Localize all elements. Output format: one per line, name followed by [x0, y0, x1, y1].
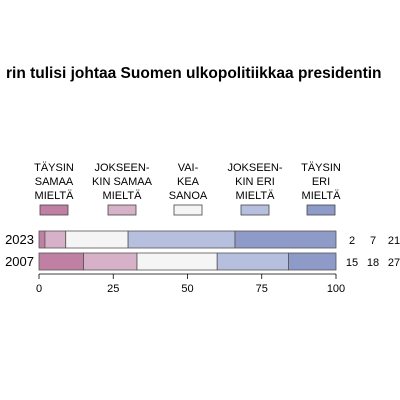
bar-segment — [234, 230, 337, 249]
value-label: 2 — [349, 235, 355, 247]
bars — [38, 230, 337, 271]
legend-swatch — [39, 204, 69, 216]
row-label: 2007 — [5, 254, 34, 269]
bar-segment — [127, 230, 236, 249]
legend-label: JOKSEEN- — [94, 162, 149, 174]
x-tick-label: 75 — [256, 283, 268, 295]
row-label: 2023 — [5, 232, 34, 247]
bar-segment — [83, 252, 138, 271]
legend-label: MIELTÄ — [35, 190, 75, 202]
x-tick-label: 0 — [36, 283, 42, 295]
legend-swatch — [107, 204, 137, 216]
legend-label: KEA — [177, 176, 200, 188]
x-axis: 0 25 50 75 100 — [36, 273, 345, 295]
value-label: 21 — [388, 235, 400, 247]
legend-label: MIELTÄ — [236, 190, 276, 202]
legend-swatch — [240, 204, 270, 216]
legend-label: KIN ERI — [235, 176, 275, 188]
bar-segment — [136, 252, 218, 271]
legend: TÄYSIN SAMAA MIELTÄ JOKSEEN- KIN SAMAA MIELTÄ… — [34, 162, 342, 216]
bar-segment — [44, 230, 67, 249]
x-tick-label: 50 — [181, 283, 193, 295]
legend-swatch — [173, 204, 203, 216]
x-tick-label: 100 — [327, 283, 345, 295]
chart-title: rin tulisi johtaa Suomen ulkopolitiikkaa… — [6, 65, 382, 82]
bar-segment — [65, 230, 129, 249]
x-tick-label: 25 — [107, 283, 119, 295]
bar-segment — [216, 252, 289, 271]
bar-segment — [38, 230, 46, 249]
value-label: 7 — [370, 235, 376, 247]
legend-label: SAMAA — [35, 176, 74, 188]
row-labels: 2023 2007 — [5, 232, 34, 269]
legend-label: KIN SAMAA — [92, 176, 153, 188]
legend-label: MIELTÄ — [103, 190, 143, 202]
legend-label: VAI- — [178, 162, 199, 174]
legend-label: TÄYSIN — [34, 162, 74, 174]
legend-swatch — [306, 204, 336, 216]
value-label: 27 — [388, 257, 400, 269]
value-label: 15 — [346, 257, 358, 269]
legend-label: MIELTÄ — [302, 190, 342, 202]
bar-segment — [38, 252, 84, 271]
bar-segment — [288, 252, 337, 271]
value-label: 18 — [367, 257, 379, 269]
legend-label: SANOA — [169, 190, 208, 202]
legend-label: ERI — [312, 176, 330, 188]
legend-label: TÄYSIN — [301, 162, 341, 174]
legend-label: JOKSEEN- — [227, 162, 282, 174]
